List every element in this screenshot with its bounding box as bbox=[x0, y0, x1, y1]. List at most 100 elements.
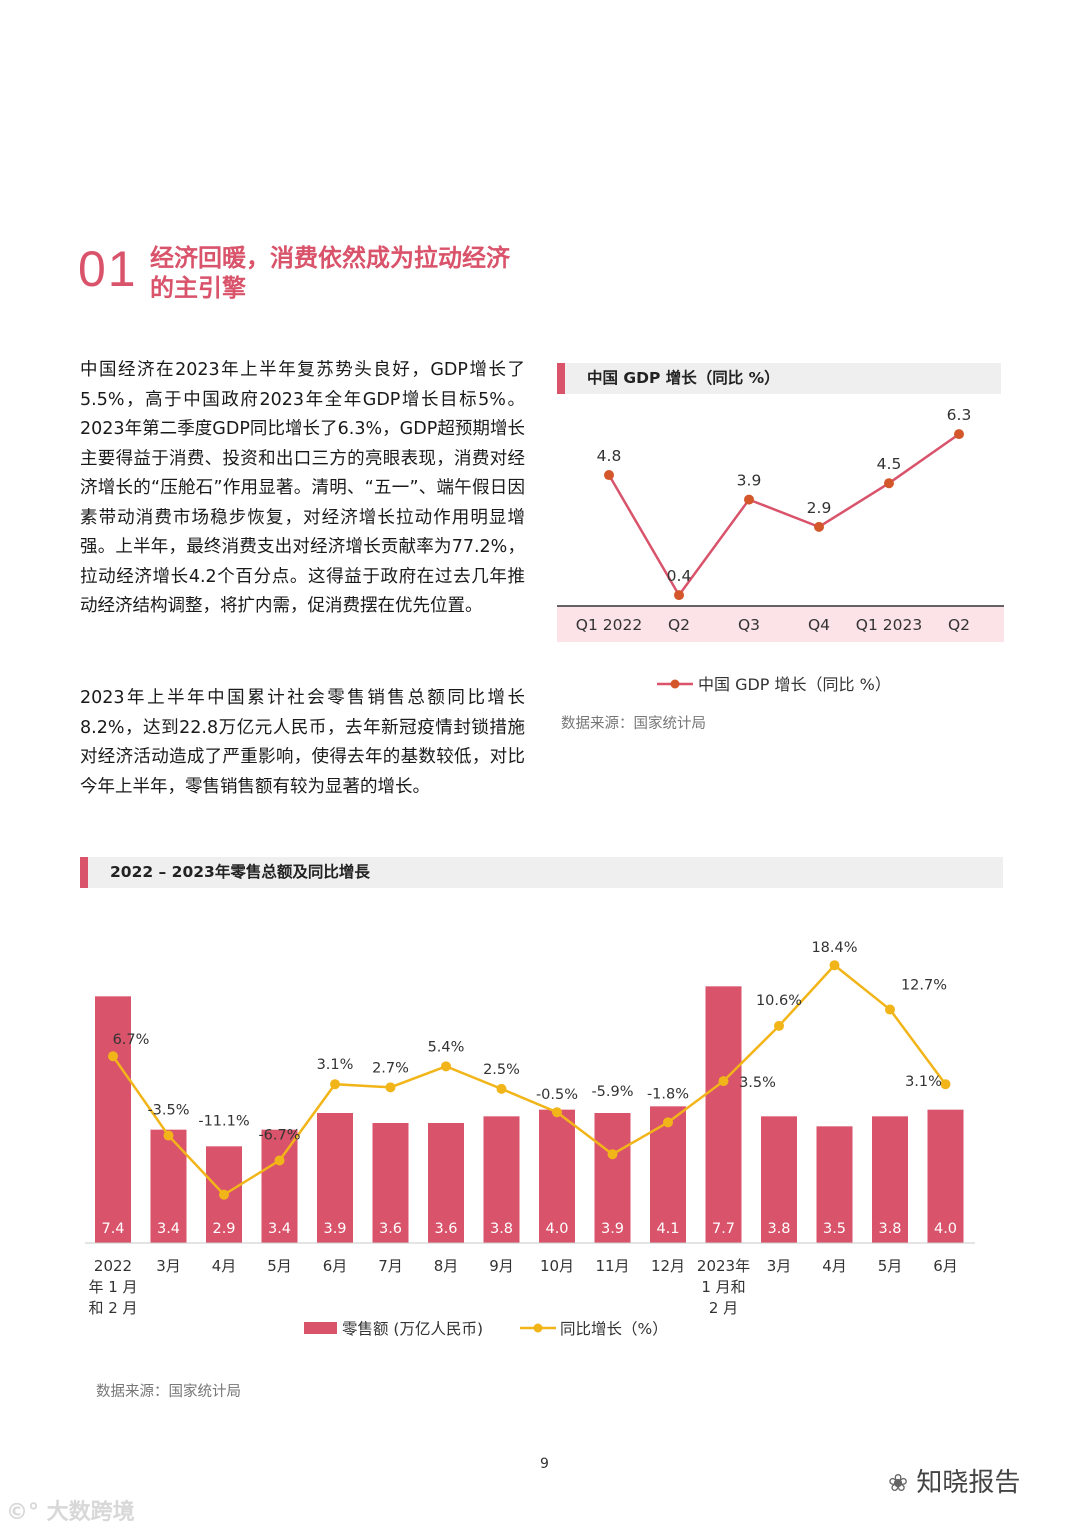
gdp-data-label: 0.4 bbox=[667, 567, 692, 585]
watermark-left-text: 大数跨境 bbox=[46, 1500, 135, 1525]
retail-growth-label: 5.4% bbox=[428, 1039, 465, 1055]
gdp-source: 数据来源：国家统计局 bbox=[561, 716, 706, 732]
retail-tick-label: 4月 bbox=[822, 1257, 847, 1275]
gdp-point bbox=[744, 494, 754, 505]
retail-tick-label: 和 2 月 bbox=[88, 1299, 137, 1317]
retail-growth-line bbox=[111, 963, 947, 1197]
gdp-tick-label: Q1 2023 bbox=[856, 616, 922, 634]
paragraph-retail: 2023年上半年中国累计社会零售销售总额同比增长8.2%，达到22.8万亿元人民… bbox=[80, 688, 525, 797]
retail-tick-label: 3月 bbox=[156, 1257, 181, 1275]
retail-tick-label: 1 月和 bbox=[701, 1278, 745, 1296]
retail-growth-point bbox=[219, 1189, 229, 1200]
retail-bar-label: 4.0 bbox=[934, 1221, 957, 1237]
gdp-legend-marker bbox=[670, 679, 680, 689]
retail-growth-point bbox=[274, 1155, 285, 1166]
retail-sales-chart: 7.4 3.4 2.9 3.4 3.9 3.6 3.6 3.8 4.0 3.9 4.1 7.7 3.8 3… bbox=[85, 940, 975, 1338]
gdp-tick-label: Q2 bbox=[668, 616, 690, 634]
retail-bar bbox=[372, 1123, 409, 1243]
retail-tick-label: 3月 bbox=[767, 1257, 792, 1275]
retail-source: 数据来源：国家统计局 bbox=[96, 1384, 241, 1400]
gdp-tick-label: Q2 bbox=[948, 616, 970, 634]
retail-growth-point bbox=[496, 1083, 507, 1094]
retail-growth-label: 18.4% bbox=[811, 940, 857, 956]
retail-growth-label: 3.1% bbox=[905, 1074, 942, 1090]
retail-tick-label: 8月 bbox=[434, 1257, 459, 1275]
retail-bar bbox=[428, 1123, 464, 1243]
retail-growth-point bbox=[441, 1061, 451, 1072]
retail-growth-label: 6.7% bbox=[113, 1032, 150, 1048]
retail-bar bbox=[705, 986, 742, 1243]
retail-bar bbox=[261, 1129, 298, 1243]
retail-tick-label: 6月 bbox=[323, 1257, 348, 1275]
retail-growth-point bbox=[885, 1004, 895, 1015]
retail-tick-label: 10月 bbox=[540, 1257, 574, 1275]
retail-bar-label: 3.4 bbox=[157, 1221, 180, 1237]
page-number: 9 bbox=[540, 1456, 549, 1472]
retail-bar-label: 7.7 bbox=[712, 1221, 735, 1237]
retail-legend-line-marker bbox=[533, 1323, 543, 1333]
retail-growth-label: -6.7% bbox=[258, 1127, 300, 1143]
retail-chart-header: 2022 – 2023年零售总额及同比增長 bbox=[80, 857, 1003, 888]
retail-bar-label: 3.6 bbox=[434, 1221, 457, 1237]
retail-bar-label: 3.9 bbox=[323, 1221, 346, 1237]
gdp-axis-band bbox=[557, 606, 1004, 642]
retail-legend: 零售额 (万亿人民币) 同比增长（%） bbox=[304, 1320, 668, 1338]
gdp-tick-label: Q1 2022 bbox=[576, 616, 642, 634]
retail-bar-label: 3.8 bbox=[878, 1221, 901, 1237]
gdp-tick-label: Q4 bbox=[808, 616, 830, 634]
gdp-data-label: 3.9 bbox=[737, 472, 762, 490]
gdp-data-label: 2.9 bbox=[807, 499, 832, 517]
retail-growth-label: -11.1% bbox=[198, 1114, 249, 1130]
retail-bar-label: 4.1 bbox=[656, 1221, 679, 1237]
retail-tick-label: 4月 bbox=[212, 1257, 237, 1275]
gdp-chart-title: 中国 GDP 增长（同比 %） bbox=[587, 369, 780, 387]
retail-growth-point bbox=[385, 1082, 396, 1093]
wechat-icon: ❀ bbox=[888, 1469, 909, 1497]
retail-bar bbox=[927, 1109, 964, 1243]
retail-tick-label: 7月 bbox=[378, 1257, 403, 1275]
gdp-data-label: 6.3 bbox=[947, 406, 972, 424]
retail-bar bbox=[816, 1126, 853, 1243]
retail-tick-label: 9月 bbox=[489, 1257, 514, 1275]
retail-bar-label: 3.4 bbox=[268, 1221, 291, 1237]
retail-growth-point bbox=[163, 1130, 174, 1141]
retail-bar bbox=[95, 996, 131, 1243]
watermark-right: ❀ 知晓报告 bbox=[888, 1462, 1020, 1499]
retail-growth-label: 12.7% bbox=[901, 978, 947, 994]
retail-growth-point bbox=[718, 1076, 729, 1087]
gdp-legend: 中国 GDP 增长（同比 %） bbox=[657, 675, 891, 694]
retail-growth-point bbox=[552, 1107, 562, 1118]
retail-growth-label: -3.5% bbox=[147, 1103, 189, 1119]
retail-bar-label: 3.5 bbox=[823, 1221, 846, 1237]
retail-growth-label: -0.5% bbox=[536, 1087, 578, 1103]
retail-bar-label: 2.9 bbox=[212, 1221, 235, 1237]
retail-tick-label: 2022 bbox=[94, 1257, 132, 1275]
retail-legend-bar-swatch bbox=[304, 1322, 337, 1334]
watermark-logo-icon: ©° bbox=[6, 1500, 39, 1525]
gdp-chart-header: 中国 GDP 增长（同比 %） bbox=[557, 363, 1001, 394]
retail-bar-label: 7.4 bbox=[101, 1221, 124, 1237]
gdp-data-label: 4.5 bbox=[877, 455, 902, 473]
gdp-point bbox=[884, 478, 894, 489]
retail-bar bbox=[872, 1116, 908, 1243]
retail-bar-label: 3.8 bbox=[490, 1221, 513, 1237]
retail-growth-point bbox=[829, 960, 840, 971]
retail-tick-label: 5月 bbox=[878, 1257, 903, 1275]
retail-bar-label: 3.6 bbox=[379, 1221, 402, 1237]
retail-tick-label: 6月 bbox=[933, 1257, 958, 1275]
retail-bar bbox=[761, 1116, 797, 1243]
gdp-point bbox=[674, 590, 684, 601]
paragraph-gdp: 中国经济在2023年上半年复苏势头良好，GDP增长了5.5%，高于中国政府202… bbox=[80, 360, 525, 616]
retail-bar bbox=[539, 1109, 575, 1243]
retail-chart-title: 2022 – 2023年零售总额及同比增長 bbox=[110, 863, 370, 881]
retail-growth-label: 10.6% bbox=[756, 993, 802, 1009]
gdp-growth-chart: 4.8 Q1 2022 0.4 Q2 3.9 Q3 2.9 Q4 4.5 Q1 2023 6.3 Q2… bbox=[557, 406, 1004, 694]
gdp-data-label: 4.8 bbox=[597, 447, 622, 465]
retail-growth-label: -5.9% bbox=[591, 1084, 633, 1100]
retail-growth-point bbox=[330, 1079, 340, 1090]
watermark-left: ©° 大数跨境 bbox=[6, 1494, 135, 1526]
retail-tick-label: 12月 bbox=[651, 1257, 685, 1275]
section-number: 01 bbox=[78, 241, 138, 297]
retail-tick-label: 11月 bbox=[595, 1257, 629, 1275]
gdp-point bbox=[814, 521, 824, 532]
